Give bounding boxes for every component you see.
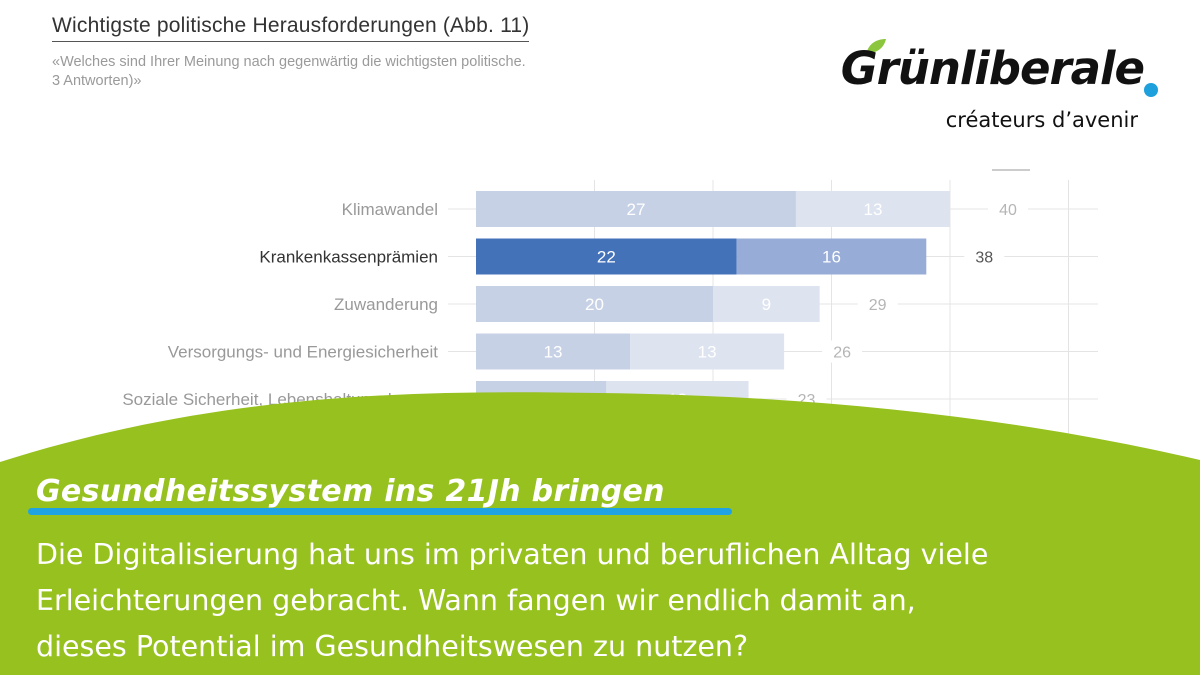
data-label-2-3: 9 (762, 295, 771, 314)
data-label-1-2: 22 (597, 248, 616, 267)
total-label-3: 29 (869, 297, 887, 314)
data-label-2-4: 13 (698, 343, 717, 362)
bar-segment-2-3 (713, 286, 820, 322)
bar-segment-1-1 (476, 191, 796, 227)
party-logo: Grünliberale créateurs d’avenir (778, 38, 1158, 138)
banner-body-line-1: Die Digitalisierung hat uns im privaten … (36, 538, 989, 571)
data-label-2-2: 16 (822, 248, 841, 267)
data-label-1-1: 27 (627, 200, 646, 219)
leaf-icon-shape (866, 39, 886, 55)
bar-segment-2-4 (630, 333, 785, 370)
category-label-3: Zuwanderung (334, 295, 438, 314)
logo-dot (1144, 83, 1158, 97)
total-label-2: 38 (975, 250, 993, 267)
total-label-4: 26 (833, 345, 851, 362)
total-label-bg-1 (988, 198, 1028, 220)
figure-subtitle-line-2: 3 Antworten)» (52, 73, 142, 89)
figure-subtitle: «Welches sind Ihrer Meinung nach gegenwä… (52, 53, 674, 95)
bar-segment-2-2 (736, 238, 927, 275)
total-label-1: 40 (999, 202, 1017, 219)
category-label-1: Klimawandel (342, 200, 438, 219)
logo-wordmark: Grünliberale (840, 42, 1145, 95)
bar-segment-1-4 (476, 333, 631, 370)
figure-title: Wichtigste politische Herausforderungen … (52, 14, 530, 42)
banner-headline: Gesundheitssystem ins 21Jh bringen (36, 474, 665, 509)
banner-body-line-2: Erleichterungen gebracht. Wann fangen wi… (36, 584, 916, 617)
banner-body-line-3: dieses Potential im Gesundheitswesen zu … (36, 630, 749, 663)
banner-body: Die Digitalisierung hat uns im privaten … (36, 532, 1176, 670)
total-label-bg-2 (964, 245, 1005, 268)
leaf-icon (866, 39, 886, 55)
total-label-bg-4 (822, 340, 863, 363)
total-label-bg-3 (857, 293, 898, 315)
figure-subtitle-line-1: «Welches sind Ihrer Meinung nach gegenwä… (52, 54, 526, 70)
logo-tagline: créateurs d’avenir (945, 108, 1138, 132)
green-banner-shape (0, 392, 1200, 675)
data-label-1-4: 13 (544, 343, 563, 362)
data-label-2-1: 13 (864, 200, 883, 219)
category-label-4: Versorgungs- und Energiesicherheit (168, 343, 439, 362)
data-label-1-3: 20 (585, 295, 604, 314)
bar-segment-2-1 (795, 191, 950, 227)
category-label-2: Krankenkassenprämien (259, 248, 438, 267)
headline-underline (28, 508, 732, 515)
bar-segment-1-3 (476, 286, 713, 322)
bar-segment-1-2 (476, 238, 737, 275)
